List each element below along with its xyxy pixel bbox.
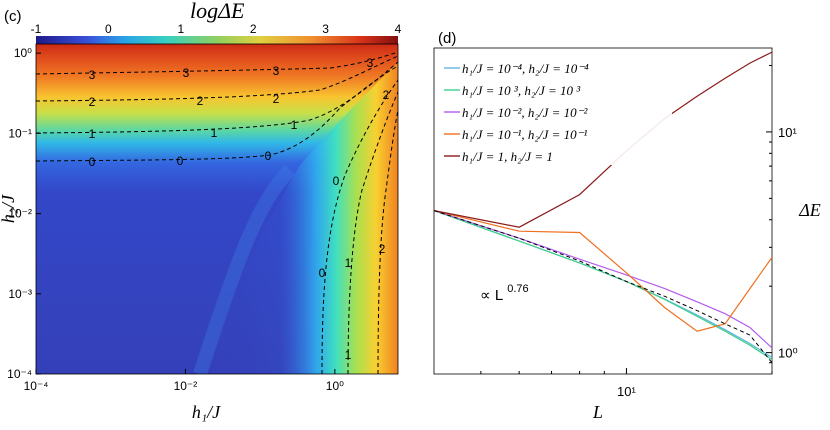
y-tick-label: 10⁻¹ <box>8 126 32 140</box>
y-axis-label-dE: ΔE <box>798 200 821 220</box>
contour-label-3: 3 <box>367 56 374 70</box>
contour-3 <box>36 51 398 75</box>
colorbar-ticks: -1 0 1 2 3 4 <box>31 22 402 36</box>
scaling-annotation-exponent: 0.76 <box>507 283 528 295</box>
contour-2-right <box>377 109 398 374</box>
contour-0 <box>36 65 398 162</box>
line-series <box>433 51 773 364</box>
legend-entry: h₁/J = 10⁻⁴, h₂/J = 10⁻⁴ <box>462 61 589 76</box>
colorbar-title: logΔE <box>190 0 245 23</box>
panel-label-d: (d) <box>438 30 457 47</box>
y-tick-label: 10⁻³ <box>8 287 32 301</box>
colorbar-tick-label: 3 <box>322 22 329 36</box>
y-tick-label: 10⁰ <box>14 46 32 60</box>
contour-label-0: 0 <box>89 155 96 169</box>
contour-lines <box>36 51 398 374</box>
reference-line <box>433 210 773 364</box>
y-axis-label: h₂/J <box>0 194 18 223</box>
legend-entry: h₁/J = 1, h₂/J = 1 <box>462 149 553 164</box>
legend-box <box>440 55 672 165</box>
x-tick-label: 10⁰ <box>326 379 344 393</box>
series-line-3 <box>433 210 773 349</box>
contour-label-2: 2 <box>379 242 386 256</box>
heatmap-right-region <box>200 62 398 374</box>
y-tick-label: 10⁻² <box>8 207 32 221</box>
heatmap-frame <box>35 43 399 375</box>
x-axis-label-L: L <box>592 402 603 422</box>
legend: h₁/J = 10⁻⁴, h₂/J = 10⁻⁴ h₁/J = 10 ³, h₂/… <box>440 55 672 165</box>
x-tick-label: 10¹ <box>617 384 636 399</box>
series-line-2 <box>433 210 773 361</box>
contour-label-2: 2 <box>197 94 204 108</box>
contour-label-1: 1 <box>89 127 96 141</box>
y-tick-label: 10⁻⁴ <box>7 367 32 381</box>
legend-entry: h₁/J = 10⁻¹, h₂/J = 10⁻¹ <box>462 127 587 142</box>
x-tick-label: 10⁻⁴ <box>24 379 49 393</box>
contour-label-2: 2 <box>273 92 280 106</box>
contour-label-3: 3 <box>273 64 280 78</box>
contour-label-0: 0 <box>177 154 184 168</box>
legend-entry: h₁/J = 10 ³, h₂/J = 10 ³ <box>462 83 581 98</box>
heatmap-shadow-band <box>193 165 296 374</box>
contour-1-right <box>347 91 398 374</box>
y-tick-label: 10⁰ <box>778 346 798 361</box>
colorbar-tick-label: 0 <box>105 22 112 36</box>
contour-label-3: 3 <box>183 66 190 80</box>
heatmap-ticks: 10⁻⁴ 10⁻² 10⁰ 10⁰ 10⁻¹ 10⁻² 10⁻³ 10⁻⁴ <box>7 46 344 393</box>
contour-label-1: 1 <box>291 118 298 132</box>
contour-label-0: 0 <box>333 174 340 188</box>
contour-label-0: 0 <box>265 149 272 163</box>
contour-label-0: 0 <box>319 266 326 280</box>
x-tick-label: 10⁻² <box>174 379 198 393</box>
panel-label-c: (c) <box>4 8 22 25</box>
colorbar-tick-label: 2 <box>250 22 257 36</box>
x-axis-label: h₁/J <box>192 402 221 422</box>
contour-2 <box>36 55 398 102</box>
scaling-annotation-text: ∝ L <box>480 287 503 304</box>
colorbar-tick-label: 4 <box>395 22 402 36</box>
contour-label-2: 2 <box>89 95 96 109</box>
contour-label-1: 1 <box>345 348 352 362</box>
contour-label-2: 2 <box>383 88 390 102</box>
contour-1 <box>36 61 398 134</box>
legend-entry: h₁/J = 10⁻², h₂/J = 10⁻² <box>462 105 588 120</box>
series-line-4 <box>433 210 773 332</box>
y-tick-label: 10¹ <box>778 125 797 140</box>
colorbar-tick-label: 1 <box>177 22 184 36</box>
series-line-1 <box>433 210 773 359</box>
contour-label-3: 3 <box>89 68 96 82</box>
scaling-annotation: ∝ L 0.76 <box>480 283 529 304</box>
contour-0-right <box>321 79 398 374</box>
contour-label-1: 1 <box>211 126 218 140</box>
line-ticks: 10¹ 10¹ 10⁰ <box>480 64 798 399</box>
contour-label-1: 1 <box>345 256 352 270</box>
colorbar-tick-label: -1 <box>31 22 42 36</box>
